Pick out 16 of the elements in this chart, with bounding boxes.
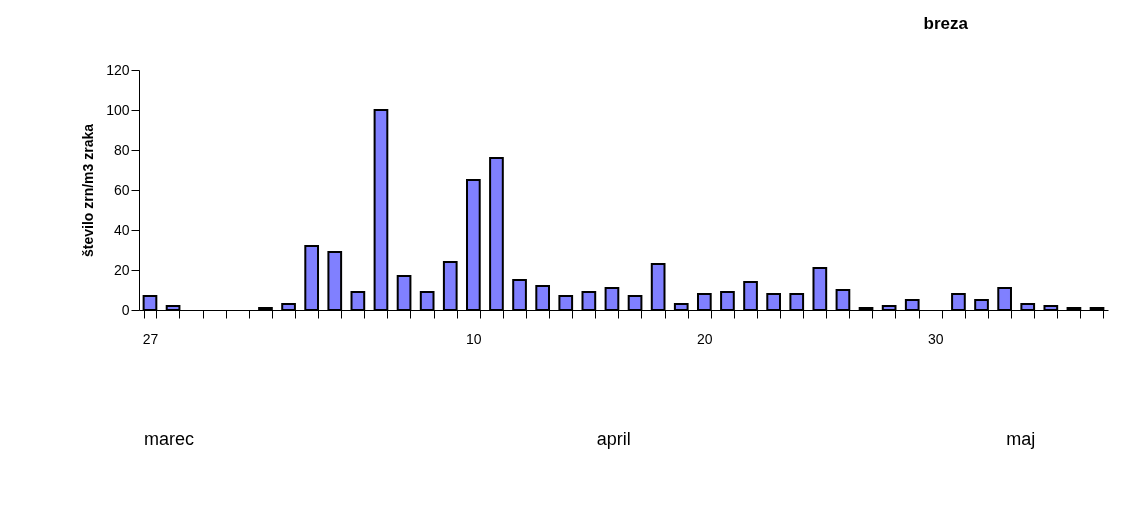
x-tick-label: 20 — [697, 330, 713, 347]
x-tick-label: 30 — [928, 330, 944, 347]
y-tick-label: 20 — [113, 261, 130, 278]
y-tick-label: 40 — [113, 221, 130, 238]
y-tick-label: 100 — [106, 101, 130, 118]
chart-title: breza — [923, 14, 969, 33]
text: maj — [1006, 429, 1036, 449]
x-tick-label: 10 — [466, 330, 482, 347]
y-tick-label: 60 — [113, 181, 130, 198]
text: marec — [143, 429, 195, 449]
x-tick-label: 27 — [142, 330, 159, 347]
y-tick-label: 80 — [113, 141, 130, 158]
text: april — [596, 429, 631, 449]
y-axis-title: število zrn/m3 zraka — [80, 123, 97, 258]
y-tick-label: 0 — [121, 301, 130, 318]
y-tick-label: 120 — [106, 61, 130, 78]
